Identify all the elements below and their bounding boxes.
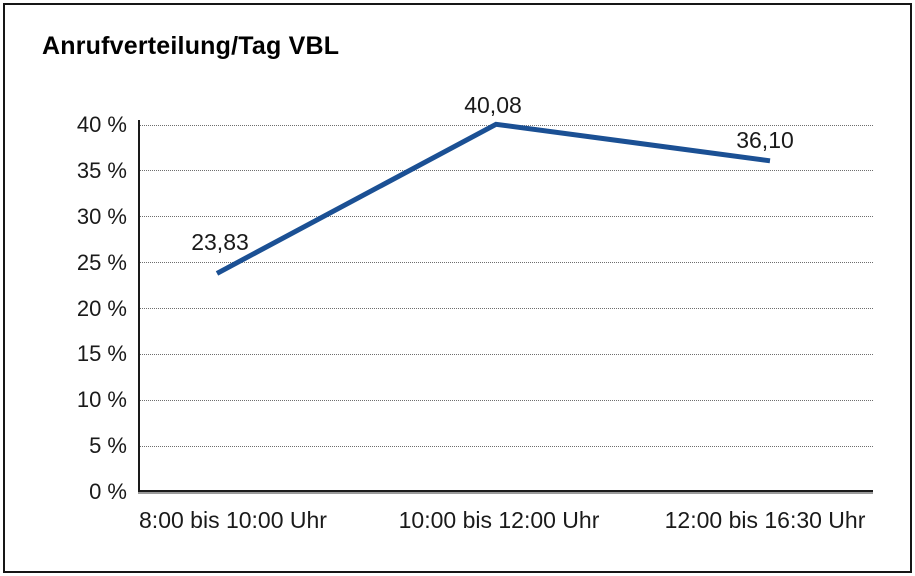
series-line (215, 121, 771, 276)
chart-frame: Anrufverteilung/Tag VBL (3, 3, 912, 573)
gridline-10 (140, 399, 873, 401)
y-axis-label-5: 5 % (89, 433, 127, 459)
y-axis-label-15: 15 % (76, 341, 127, 367)
y-axis-label-40: 40 % (76, 112, 127, 137)
data-label-1: 23,83 (191, 229, 249, 255)
x-axis-label-2: 10:00 bis 12:00 Uhr (398, 507, 600, 533)
gridline-5 (140, 445, 873, 447)
x-axis-label-1: 8:00 bis 10:00 Uhr (139, 507, 327, 533)
gridline-15 (140, 353, 873, 355)
y-axis-label-0: 0 % (89, 479, 127, 504)
x-axis-line (138, 490, 873, 494)
data-label-2: 40,08 (464, 92, 522, 118)
y-axis-label-30: 30 % (76, 203, 127, 229)
data-label-3: 36,10 (736, 127, 794, 153)
y-axis-line (138, 120, 140, 494)
gridline-25 (140, 262, 873, 264)
gridline-30 (140, 216, 873, 218)
y-axis-label-20: 20 % (76, 295, 127, 321)
gridline-20 (140, 308, 873, 309)
y-axis-label-10: 10 % (76, 387, 127, 413)
y-axis-label-25: 25 % (76, 249, 127, 275)
gridline-35 (140, 170, 873, 172)
y-axis-label-35: 35 % (76, 157, 127, 183)
chart-title: Anrufverteilung/Tag VBL (42, 32, 340, 60)
x-axis-label-3: 12:00 bis 16:30 Uhr (664, 507, 866, 533)
